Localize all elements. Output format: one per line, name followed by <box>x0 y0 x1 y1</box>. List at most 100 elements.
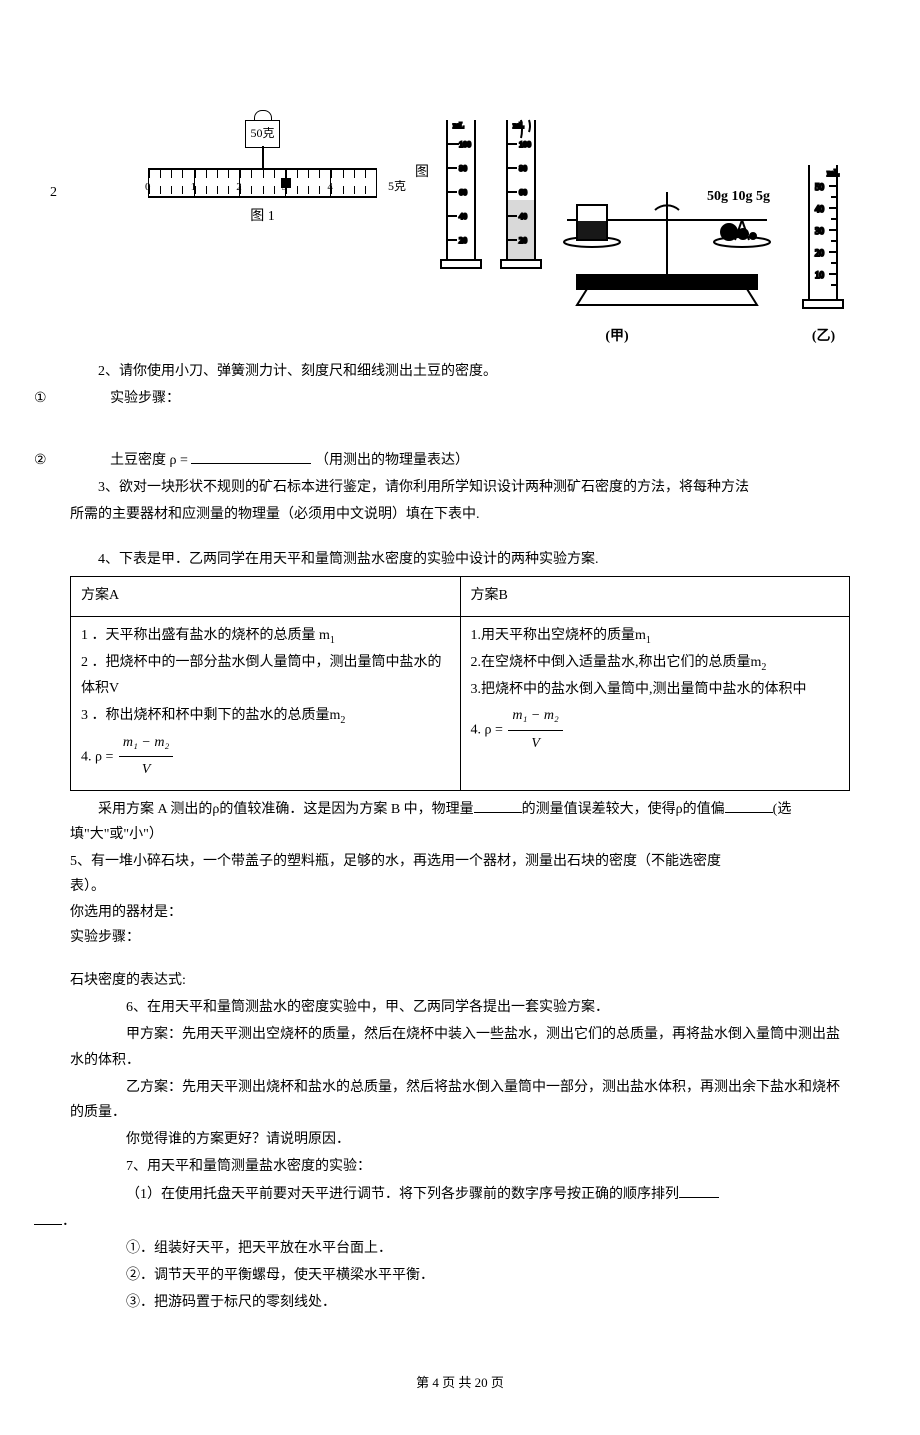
ruler-tick-3: 3 <box>282 178 288 198</box>
svg-text:20: 20 <box>519 236 527 245</box>
svg-text:60: 60 <box>459 188 467 197</box>
a4-fraction: m₁ − m₂ V <box>119 730 173 784</box>
ruler-tick-2: 2 <box>236 178 242 198</box>
q7-s1-blank <box>679 1183 719 1198</box>
svg-text:50: 50 <box>815 182 825 192</box>
q5-line1: 5、有一堆小碎石块，一个带盖子的塑料瓶，足够的水，再选用一个器材，测量出石块的密… <box>70 849 850 874</box>
q5-expr: 石块密度的表达式: <box>70 968 850 993</box>
a3: 3 ．称出烧杯和杯中剩下的盐水的总质量m <box>81 708 340 723</box>
b1-sub: 1 <box>646 635 651 646</box>
footer-b: 页 共 <box>439 1375 475 1390</box>
side-marker-2: 2 <box>50 180 57 205</box>
graduated-cylinder-icon: mL 50 40 30 20 10 <box>797 110 847 320</box>
a4-den: V <box>119 757 173 784</box>
scheme-table: 方案A 方案B 1 ．天平称出盛有盐水的烧杯的总质量 m1 2 ．把烧杯中的一部… <box>70 576 850 791</box>
q4-after2: 的测量值误差较大，使得ρ的值偏 <box>522 802 725 817</box>
figure-yi-caption: (乙) <box>797 324 850 349</box>
svg-text:80: 80 <box>519 164 527 173</box>
svg-text:60: 60 <box>519 188 527 197</box>
footer-c: 页 <box>488 1375 504 1390</box>
q7-o2: ②．调节天平的平衡螺母，使天平横梁水平平衡． <box>70 1263 850 1288</box>
weight-string-icon <box>262 146 264 168</box>
q6-intro: 6、在用天平和量筒测盐水的密度实验中，甲、乙两同学各提出一套实验方案． <box>70 995 850 1020</box>
a1: 1 ．天平称出盛有盐水的烧杯的总质量 m <box>81 628 330 643</box>
q2-circle-1: ① <box>34 386 47 411</box>
figure-row: 50克 0 1 2 3 4 5克 图 1 图 mL <box>70 110 850 349</box>
q2-text: 2、请你使用小刀、弹簧测力计、刻度尺和细线测出土豆的密度。 <box>70 359 850 384</box>
document-page: 2 50克 0 1 2 3 4 5克 图 1 图 <box>0 0 920 1435</box>
q2-step-label: 实验步骤： <box>110 391 180 406</box>
scheme-b-body: 1.用天平称出空烧杯的质量m1 2.在空烧杯中倒入适量盐水,称出它们的总质量m2… <box>460 616 850 790</box>
ruler-icon: 0 1 2 3 4 5克 <box>148 168 377 198</box>
a3-sub: 2 <box>340 715 345 726</box>
scheme-a-body: 1 ．天平称出盛有盐水的烧杯的总质量 m1 2 ．把烧杯中的一部分盐水倒人量筒中… <box>71 616 461 790</box>
q5-line2: 表）。 <box>70 874 850 899</box>
svg-text:40: 40 <box>519 212 527 221</box>
b2: 2.在空烧杯中倒入适量盐水,称出它们的总质量m <box>471 655 762 670</box>
ruler-tick-1: 1 <box>191 178 197 198</box>
b1: 1.用天平称出空烧杯的质量m <box>471 628 646 643</box>
q2-density-blank <box>191 449 311 464</box>
b2-sub: 2 <box>761 662 766 673</box>
weights-label: 50g 10g 5g <box>707 189 770 204</box>
q5-steps: 实验步骤： <box>70 925 850 950</box>
q2-density-after: （用测出的物理量表达） <box>315 453 469 468</box>
q7-s1-blank2 <box>34 1210 62 1225</box>
figure-yi: mL 50 40 30 20 10 (乙) <box>797 110 850 349</box>
q5-select: 你选用的器材是： <box>70 900 850 925</box>
q4-after1: 采用方案 A 测出的ρ的值较准确．这是因为方案 B 中，物理量 <box>98 802 474 817</box>
scheme-a-header: 方案A <box>71 577 461 617</box>
figure-jia-caption: (甲) <box>437 324 797 349</box>
q2-density-label: 土豆密度 ρ = <box>110 453 188 468</box>
q3-line2: 所需的主要器材和应测量的物理量（必须用中文说明）填在下表中. <box>70 502 850 527</box>
ruler-unit: 5克 <box>388 176 406 198</box>
svg-text:80: 80 <box>459 164 467 173</box>
q7-s1a: （1）在使用托盘天平前要对天平进行调节．将下列各步骤前的数字序号按正确的顺序排列 <box>126 1187 679 1202</box>
a4-prefix: 4. ρ = <box>81 749 113 764</box>
q7-o3: ③．把游码置于标尺的零刻线处． <box>70 1290 850 1315</box>
q7-s1-tail: ． <box>70 1209 850 1234</box>
ruler-tick-4: 4 <box>327 178 333 198</box>
footer-total: 20 <box>475 1375 488 1390</box>
b4-den: V <box>508 731 562 758</box>
q4-after: 采用方案 A 测出的ρ的值较准确．这是因为方案 B 中，物理量 的测量值误差较大，… <box>70 797 850 847</box>
weight-label: 50克 <box>245 120 279 148</box>
q2-density-row: ② 土豆密度 ρ = （用测出的物理量表达） <box>70 448 850 473</box>
q2-step-row: ① 实验步骤： <box>70 386 850 411</box>
svg-text:mL: mL <box>453 121 464 130</box>
q4-blank1 <box>474 798 522 813</box>
svg-text:20: 20 <box>459 236 467 245</box>
figure-1: 50克 0 1 2 3 4 5克 图 1 <box>130 110 395 229</box>
figure-1-caption: 图 1 <box>130 204 395 229</box>
q7-o1: ①．组装好天平，把天平放在水平台面上． <box>70 1236 850 1261</box>
b4-fraction: m₁ − m₂ V <box>508 703 562 757</box>
b4-prefix: 4. ρ = <box>471 722 503 737</box>
q6-jia: 甲方案：先用天平测出空烧杯的质量，然后在烧杯中装入一些盐水，测出它们的总质量，再… <box>70 1022 850 1072</box>
q3-line1: 3、欲对一块形状不规则的矿石标本进行鉴定，请你利用所学知识设计两种测矿石密度的方… <box>70 475 850 500</box>
svg-text:100: 100 <box>519 140 531 149</box>
scheme-b-header: 方案B <box>460 577 850 617</box>
svg-text:10: 10 <box>815 270 825 280</box>
svg-text:40: 40 <box>815 204 825 214</box>
q6-yi: 乙方案：先用天平测出烧杯和盐水的总质量，然后将盐水倒入量筒中一部分，测出盐水体积… <box>70 1075 850 1125</box>
q7-s1: （1）在使用托盘天平前要对天平进行调节．将下列各步骤前的数字序号按正确的顺序排列 <box>70 1182 850 1207</box>
q7-s1b: ． <box>62 1214 76 1229</box>
b3: 3.把烧杯中的盐水倒入量筒中,测出量筒中盐水的体积中 <box>471 677 840 704</box>
q4-intro: 4、下表是甲．乙两同学在用天平和量筒测盐水密度的实验中设计的两种实验方案. <box>70 547 850 572</box>
a4-num: m₁ − m₂ <box>119 730 173 758</box>
svg-text:40: 40 <box>459 212 467 221</box>
svg-text:20: 20 <box>815 248 825 258</box>
svg-text:100: 100 <box>459 140 471 149</box>
svg-text:30: 30 <box>815 226 825 236</box>
figure-2-label: 图 <box>415 160 429 185</box>
a1-sub: 1 <box>330 635 335 646</box>
q4-blank2 <box>725 798 773 813</box>
q6-ask: 你觉得谁的方案更好？请说明原因． <box>70 1127 850 1152</box>
svg-text:mL: mL <box>827 168 840 178</box>
page-footer: 第 4 页 共 20 页 <box>70 1371 850 1394</box>
footer-a: 第 <box>416 1375 432 1390</box>
b4-num: m₁ − m₂ <box>508 703 562 731</box>
figure-jia: mL 100 80 60 40 20 mL 100 80 60 40 <box>437 110 797 349</box>
q2-circle-2: ② <box>34 448 47 473</box>
a2: 2 ．把烧杯中的一部分盐水倒人量筒中，测出量筒中盐水的体积V <box>81 650 450 703</box>
